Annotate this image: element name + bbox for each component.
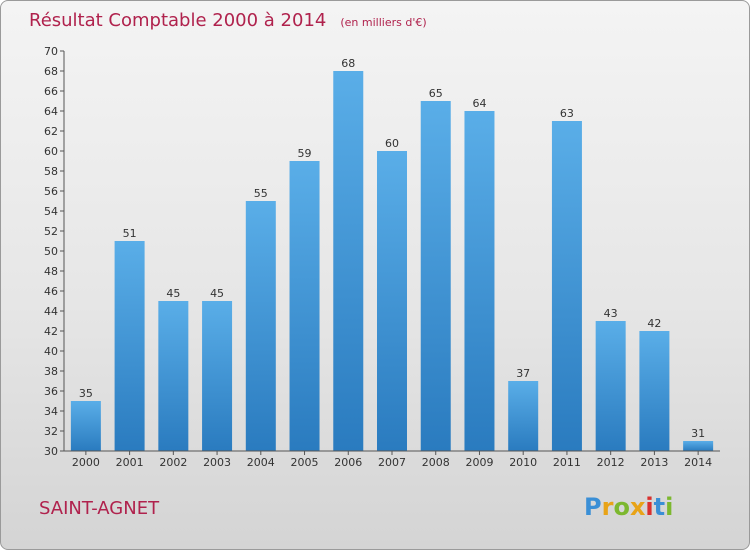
bar-2000 (70, 401, 101, 451)
bar-2010 (508, 381, 539, 451)
y-tick-label: 52 (44, 225, 58, 238)
y-tick-label: 46 (44, 285, 58, 298)
place-name: SAINT-AGNET (39, 498, 160, 519)
bar-2004 (245, 201, 276, 451)
bar-value-label: 35 (79, 387, 93, 400)
x-tick-label: 2013 (640, 456, 668, 469)
logo-letter: i (665, 493, 673, 521)
x-tick-label: 2006 (334, 456, 362, 469)
chart-title: Résultat Comptable 2000 à 2014 (29, 10, 326, 31)
logo-letter: x (630, 493, 646, 521)
bar-value-label: 65 (429, 87, 443, 100)
bar-2002 (158, 301, 189, 451)
y-tick-label: 44 (44, 305, 58, 318)
y-tick-label: 40 (44, 345, 58, 358)
bar-2007 (377, 151, 407, 451)
bar-value-label: 68 (341, 57, 355, 70)
chart-title-group: Résultat Comptable 2000 à 2014 (en milli… (29, 10, 427, 31)
y-tick-label: 58 (44, 165, 58, 178)
logo-letter: r (602, 493, 614, 521)
bar-value-label: 64 (472, 97, 486, 110)
logo-letter: i (645, 493, 653, 521)
x-tick-label: 2008 (422, 456, 450, 469)
y-tick-label: 66 (44, 85, 58, 98)
bar-value-label: 31 (691, 427, 705, 440)
y-tick-label: 36 (44, 385, 58, 398)
y-tick-label: 54 (44, 205, 58, 218)
y-tick-label: 42 (44, 325, 58, 338)
y-tick-label: 38 (44, 365, 58, 378)
bar-2009 (464, 111, 495, 451)
bar-2005 (289, 161, 320, 451)
y-tick-label: 30 (44, 445, 58, 458)
x-tick-label: 2005 (291, 456, 319, 469)
bar-value-label: 43 (604, 307, 618, 320)
bar-2003 (202, 301, 233, 451)
bar-value-label: 45 (166, 287, 180, 300)
x-tick-label: 2004 (247, 456, 275, 469)
y-tick-label: 34 (44, 405, 58, 418)
bar-2012 (595, 321, 626, 451)
x-tick-label: 2001 (116, 456, 144, 469)
chart-subtitle: (en milliers d'€) (340, 16, 426, 29)
bar-2011 (551, 121, 582, 451)
bar-value-label: 42 (647, 317, 661, 330)
bars: 35 51 45 45 55 59 68 60 65 64 37 63 43 42 31 (70, 57, 714, 451)
y-tick-label: 50 (44, 245, 58, 258)
bar-value-label: 55 (254, 187, 268, 200)
y-tick-label: 32 (44, 425, 58, 438)
x-tick-label: 2014 (684, 456, 712, 469)
x-axis: 2000 2001 2002 2003 2004 2005 2006 2007 2008 2009… (64, 450, 720, 469)
logo-letter: t (654, 493, 665, 521)
y-tick-label: 68 (44, 65, 58, 78)
x-tick-label: 2000 (72, 456, 100, 469)
bar-value-label: 59 (298, 147, 312, 160)
bar-value-label: 63 (560, 107, 574, 120)
bar-value-label: 37 (516, 367, 530, 380)
x-tick-label: 2011 (553, 456, 581, 469)
bar-value-label: 60 (385, 137, 399, 150)
x-tick-label: 2009 (465, 456, 493, 469)
y-axis: 30 32 34 36 38 40 42 44 46 48 50 52 54 56 58 60 62 64 66 68… (44, 45, 65, 458)
bar-2008 (420, 101, 451, 451)
bar-2013 (639, 331, 670, 451)
logo-letter: o (613, 493, 630, 521)
x-tick-label: 2002 (159, 456, 187, 469)
bar-value-label: 51 (123, 227, 137, 240)
bar-value-label: 45 (210, 287, 224, 300)
y-tick-label: 48 (44, 265, 58, 278)
logo-letter: P (584, 493, 602, 521)
proxiti-logo: Proxiti (584, 493, 673, 521)
y-tick-label: 60 (44, 145, 58, 158)
y-tick-label: 56 (44, 185, 58, 198)
bar-2014 (683, 441, 714, 451)
x-tick-label: 2012 (597, 456, 625, 469)
x-tick-label: 2010 (509, 456, 537, 469)
x-tick-label: 2003 (203, 456, 231, 469)
bar-2006 (333, 71, 364, 451)
y-tick-label: 62 (44, 125, 58, 138)
y-tick-label: 64 (44, 105, 58, 118)
x-tick-label: 2007 (378, 456, 406, 469)
bar-2001 (114, 241, 145, 451)
y-tick-label: 70 (44, 45, 58, 58)
